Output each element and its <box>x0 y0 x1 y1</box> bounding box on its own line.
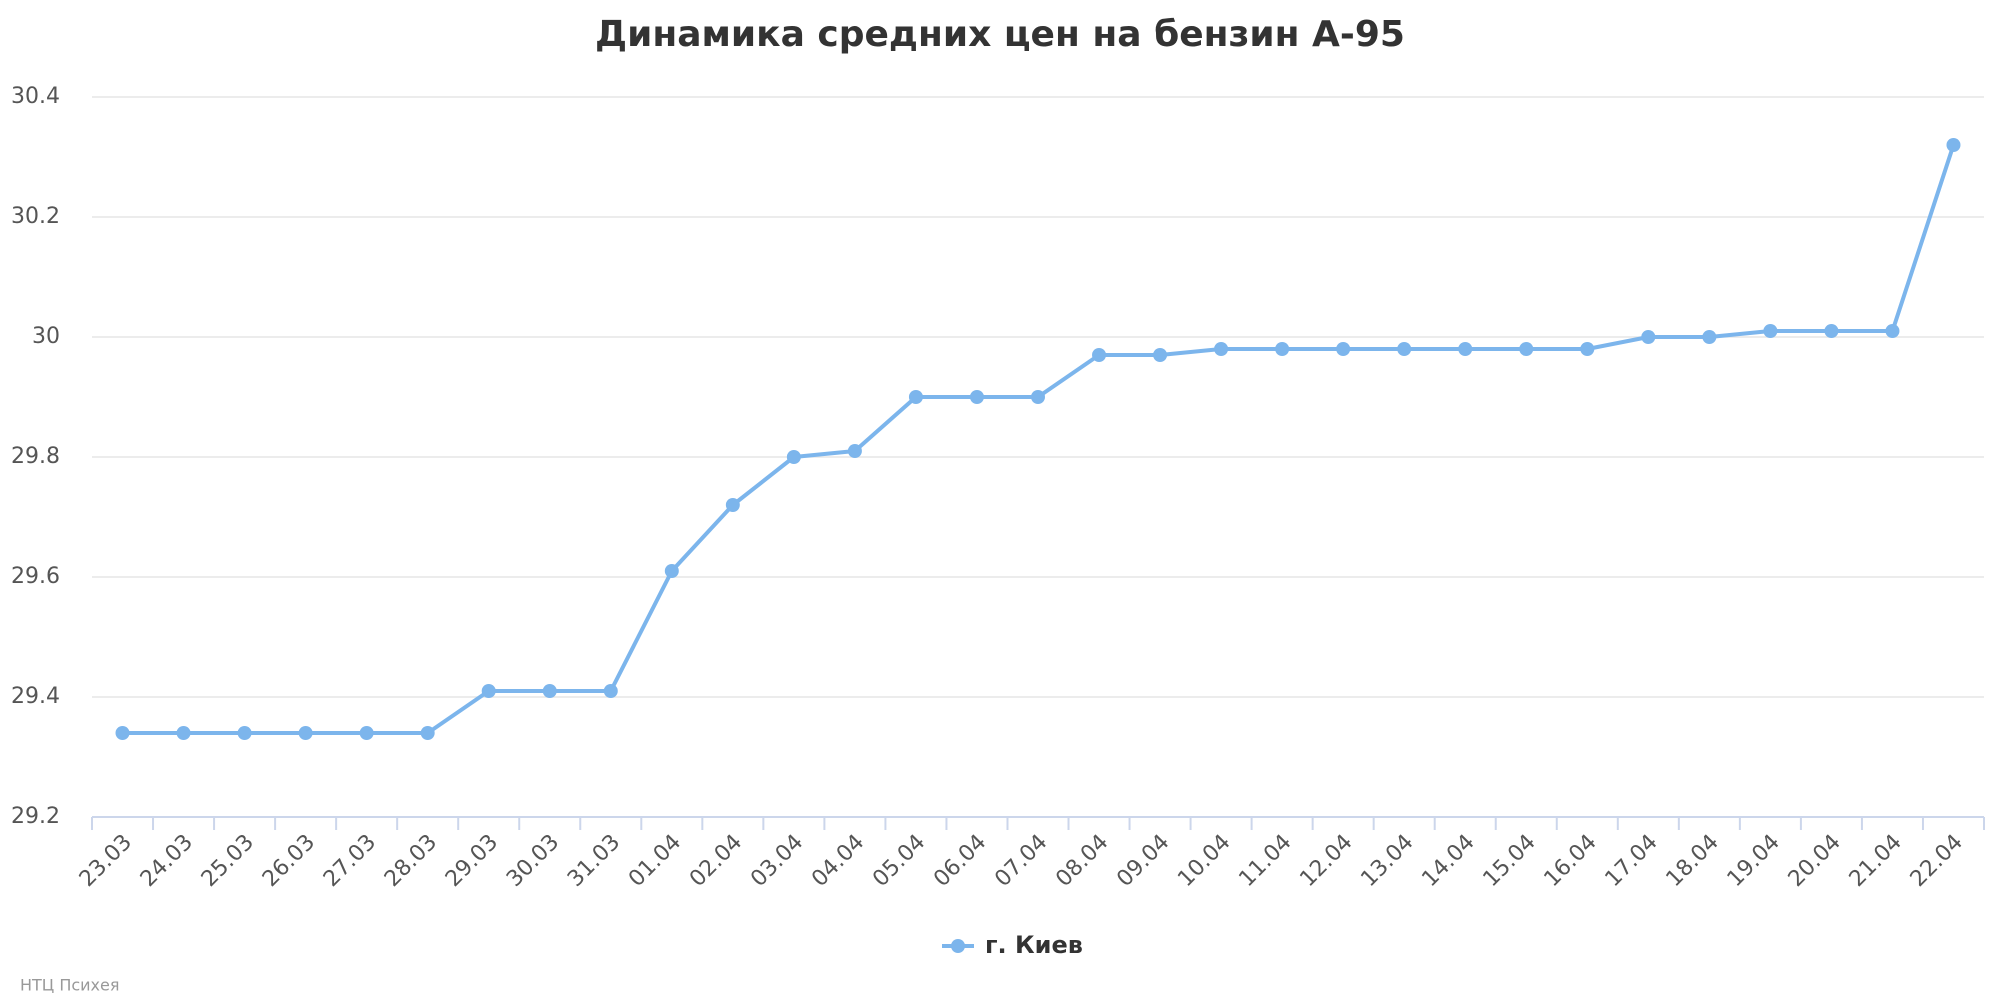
x-tick-label: 12.04 <box>1295 830 1357 892</box>
data-point <box>1641 330 1656 344</box>
x-tick-label: 23.03 <box>75 830 137 892</box>
y-tick-label: 29.4 <box>11 684 60 709</box>
x-tick-label: 30.03 <box>502 830 564 892</box>
data-point <box>176 726 191 740</box>
legend-item[interactable]: г. Киев <box>942 931 1083 959</box>
data-point <box>603 684 618 698</box>
data-point <box>359 726 374 740</box>
data-point <box>481 684 496 698</box>
x-tick-label: 01.04 <box>624 830 686 892</box>
x-tick-label: 27.03 <box>319 830 381 892</box>
data-point <box>664 564 679 578</box>
x-tick-label: 18.04 <box>1662 830 1724 892</box>
legend-marker <box>951 939 965 953</box>
x-tick-label: 24.03 <box>136 830 198 892</box>
x-tick-label: 09.04 <box>1112 830 1174 892</box>
data-point <box>542 684 557 698</box>
data-point <box>847 444 862 458</box>
x-tick-label: 31.03 <box>563 830 625 892</box>
x-tick-label: 14.04 <box>1417 830 1479 892</box>
y-tick-label: 30.4 <box>11 84 60 109</box>
x-tick-label: 15.04 <box>1479 830 1541 892</box>
y-tick-label: 29.2 <box>11 804 60 829</box>
data-point <box>908 390 923 404</box>
data-point <box>1946 138 1961 152</box>
data-point <box>1580 342 1595 356</box>
data-point <box>1336 342 1351 356</box>
x-tick-label: 03.04 <box>746 830 808 892</box>
data-point <box>1275 342 1290 356</box>
data-point <box>237 726 252 740</box>
x-tick-label: 19.04 <box>1723 830 1785 892</box>
data-point <box>1092 348 1107 362</box>
y-tick-label: 29.8 <box>11 444 60 469</box>
legend-label: г. Киев <box>985 931 1083 959</box>
data-point <box>420 726 435 740</box>
x-tick-label: 20.04 <box>1784 830 1846 892</box>
data-point <box>1031 390 1045 404</box>
data-point <box>1824 324 1839 338</box>
data-point <box>1519 342 1534 356</box>
data-point <box>786 450 801 464</box>
chart-title: Динамика средних цен на бензин А-95 <box>595 14 1405 55</box>
data-point <box>725 498 740 512</box>
x-tick-label: 10.04 <box>1173 830 1235 892</box>
data-point <box>969 390 984 404</box>
y-tick-label: 29.6 <box>11 564 60 589</box>
x-tick-label: 13.04 <box>1356 830 1418 892</box>
data-point <box>1153 348 1168 362</box>
x-tick-label: 28.03 <box>380 830 442 892</box>
x-tick-label: 17.04 <box>1601 830 1663 892</box>
x-tick-label: 22.04 <box>1906 830 1968 892</box>
x-tick-label: 05.04 <box>868 830 930 892</box>
credits: НТЦ Психея <box>20 976 119 995</box>
y-tick-label: 30.2 <box>11 204 60 229</box>
data-point <box>1885 324 1900 338</box>
x-tick-label: 08.04 <box>1051 830 1113 892</box>
x-tick-label: 11.04 <box>1234 830 1296 892</box>
x-tick-label: 21.04 <box>1845 830 1907 892</box>
x-tick-label: 25.03 <box>197 830 259 892</box>
x-tick-label: 26.03 <box>258 830 320 892</box>
data-point <box>115 726 130 740</box>
data-point <box>298 726 313 740</box>
x-tick-label: 07.04 <box>990 830 1052 892</box>
data-point <box>1458 342 1473 356</box>
x-tick-label: 16.04 <box>1540 830 1602 892</box>
y-tick-label: 30 <box>32 324 60 349</box>
x-tick-label: 02.04 <box>685 830 747 892</box>
series-line <box>122 144 1956 735</box>
data-point <box>1214 342 1229 356</box>
x-tick-label: 29.03 <box>441 830 503 892</box>
x-tick-label: 06.04 <box>929 830 991 892</box>
x-tick-label: 04.04 <box>807 830 869 892</box>
data-point <box>1702 330 1717 344</box>
data-point <box>1397 342 1412 356</box>
data-point <box>1763 324 1778 338</box>
